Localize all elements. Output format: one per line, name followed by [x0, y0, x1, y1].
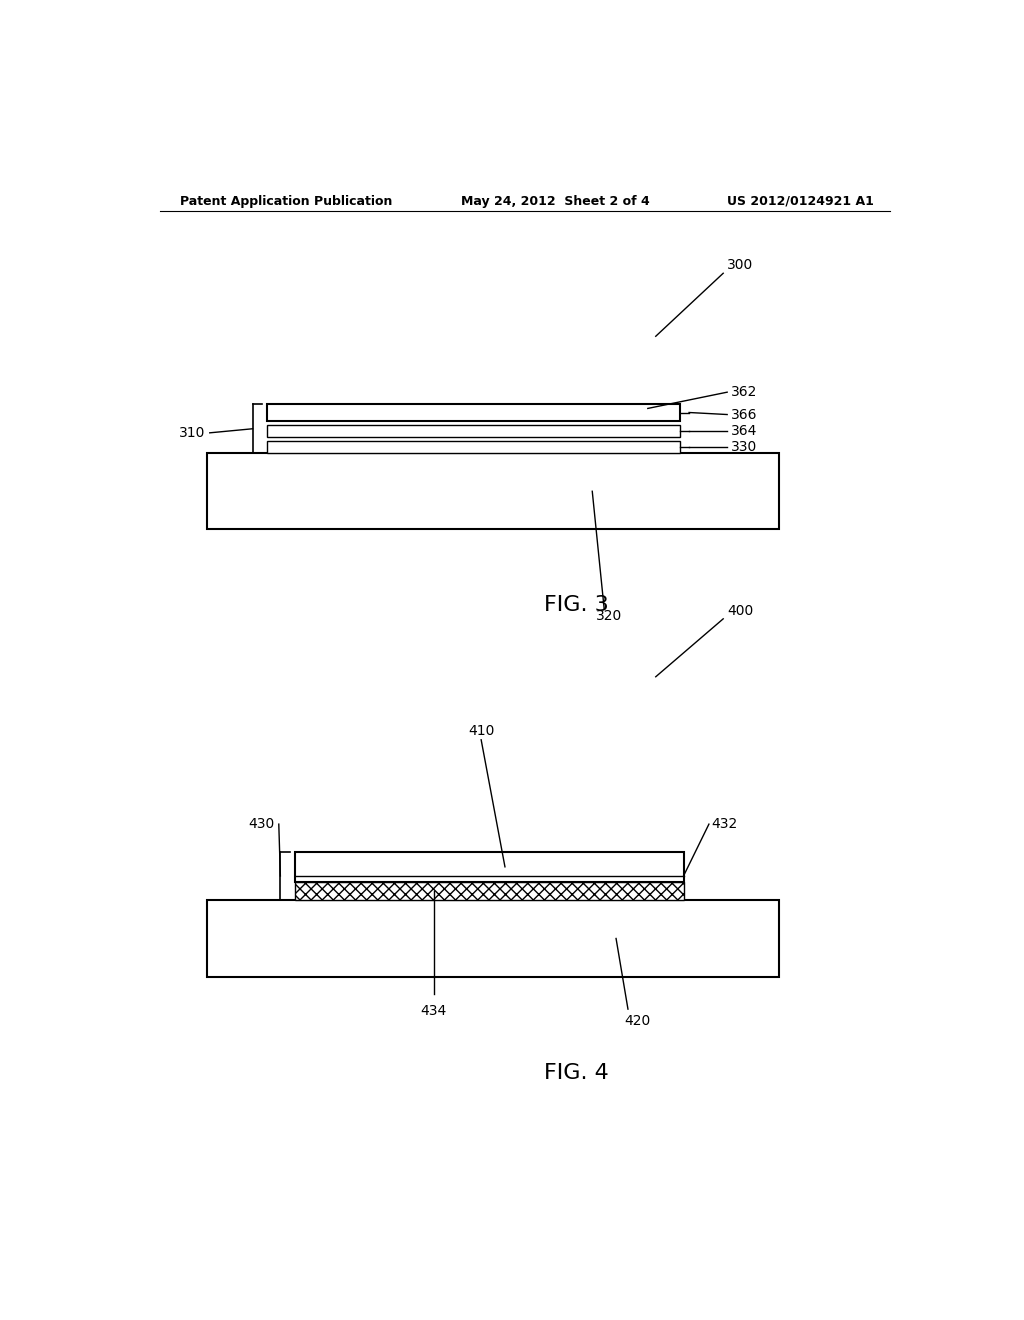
Bar	[207, 900, 778, 977]
Bar	[267, 425, 680, 437]
Text: 434: 434	[421, 1005, 446, 1018]
Bar	[295, 851, 684, 882]
Text: 410: 410	[468, 723, 495, 738]
Text: 310: 310	[179, 426, 206, 440]
Bar	[295, 882, 684, 900]
Text: 400: 400	[727, 603, 754, 618]
Text: 330: 330	[731, 440, 758, 454]
Bar	[267, 404, 680, 421]
Text: May 24, 2012  Sheet 2 of 4: May 24, 2012 Sheet 2 of 4	[461, 194, 650, 207]
Text: FIG. 4: FIG. 4	[544, 1063, 608, 1082]
Text: 300: 300	[727, 259, 754, 272]
Text: 432: 432	[712, 817, 737, 832]
Text: 364: 364	[731, 424, 758, 438]
Text: Patent Application Publication: Patent Application Publication	[179, 194, 392, 207]
Text: US 2012/0124921 A1: US 2012/0124921 A1	[727, 194, 874, 207]
Text: 366: 366	[731, 408, 758, 421]
Text: 362: 362	[731, 385, 758, 399]
Text: 320: 320	[596, 609, 623, 623]
Text: 420: 420	[624, 1014, 650, 1028]
Text: FIG. 3: FIG. 3	[544, 595, 608, 615]
Bar	[207, 453, 778, 529]
Text: 430: 430	[249, 817, 274, 832]
Bar	[267, 441, 680, 453]
